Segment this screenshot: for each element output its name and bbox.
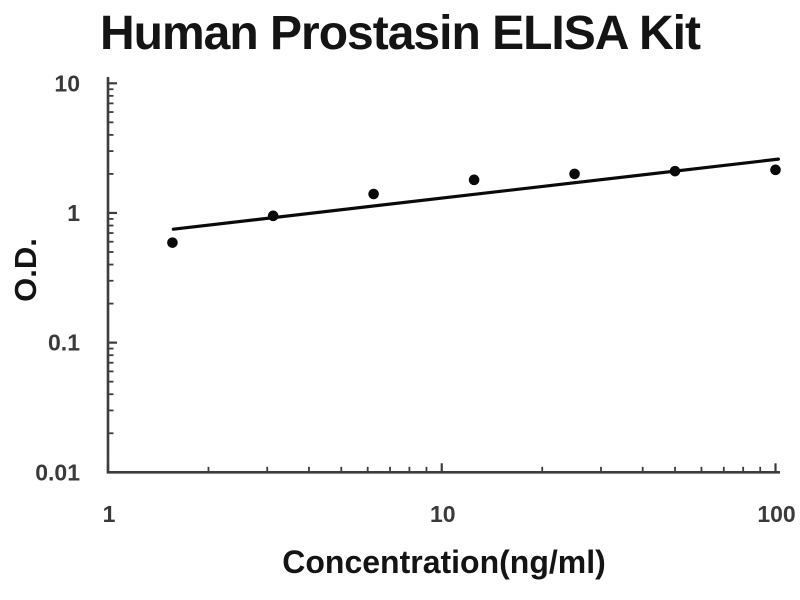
x-axis-label: Concentration(ng/ml): [282, 544, 606, 580]
y-tick-label: 0.1: [48, 330, 80, 356]
x-tick-label: 10: [430, 501, 456, 527]
y-tick-label: 10: [54, 70, 80, 96]
y-tick-label: 1: [67, 200, 80, 226]
axis-spines: [106, 77, 780, 474]
data-point: [368, 188, 379, 200]
y-tick-label: 0.01: [35, 459, 80, 485]
x-tick-label: 100: [757, 501, 795, 527]
data-point: [167, 237, 178, 248]
data-point: [569, 168, 580, 180]
x-tick-label: 1: [103, 501, 116, 527]
data-point: [770, 164, 781, 176]
chart-title: Human Prostasin ELISA Kit: [100, 7, 701, 60]
data-point: [468, 174, 480, 186]
fit-line: [171, 157, 780, 231]
